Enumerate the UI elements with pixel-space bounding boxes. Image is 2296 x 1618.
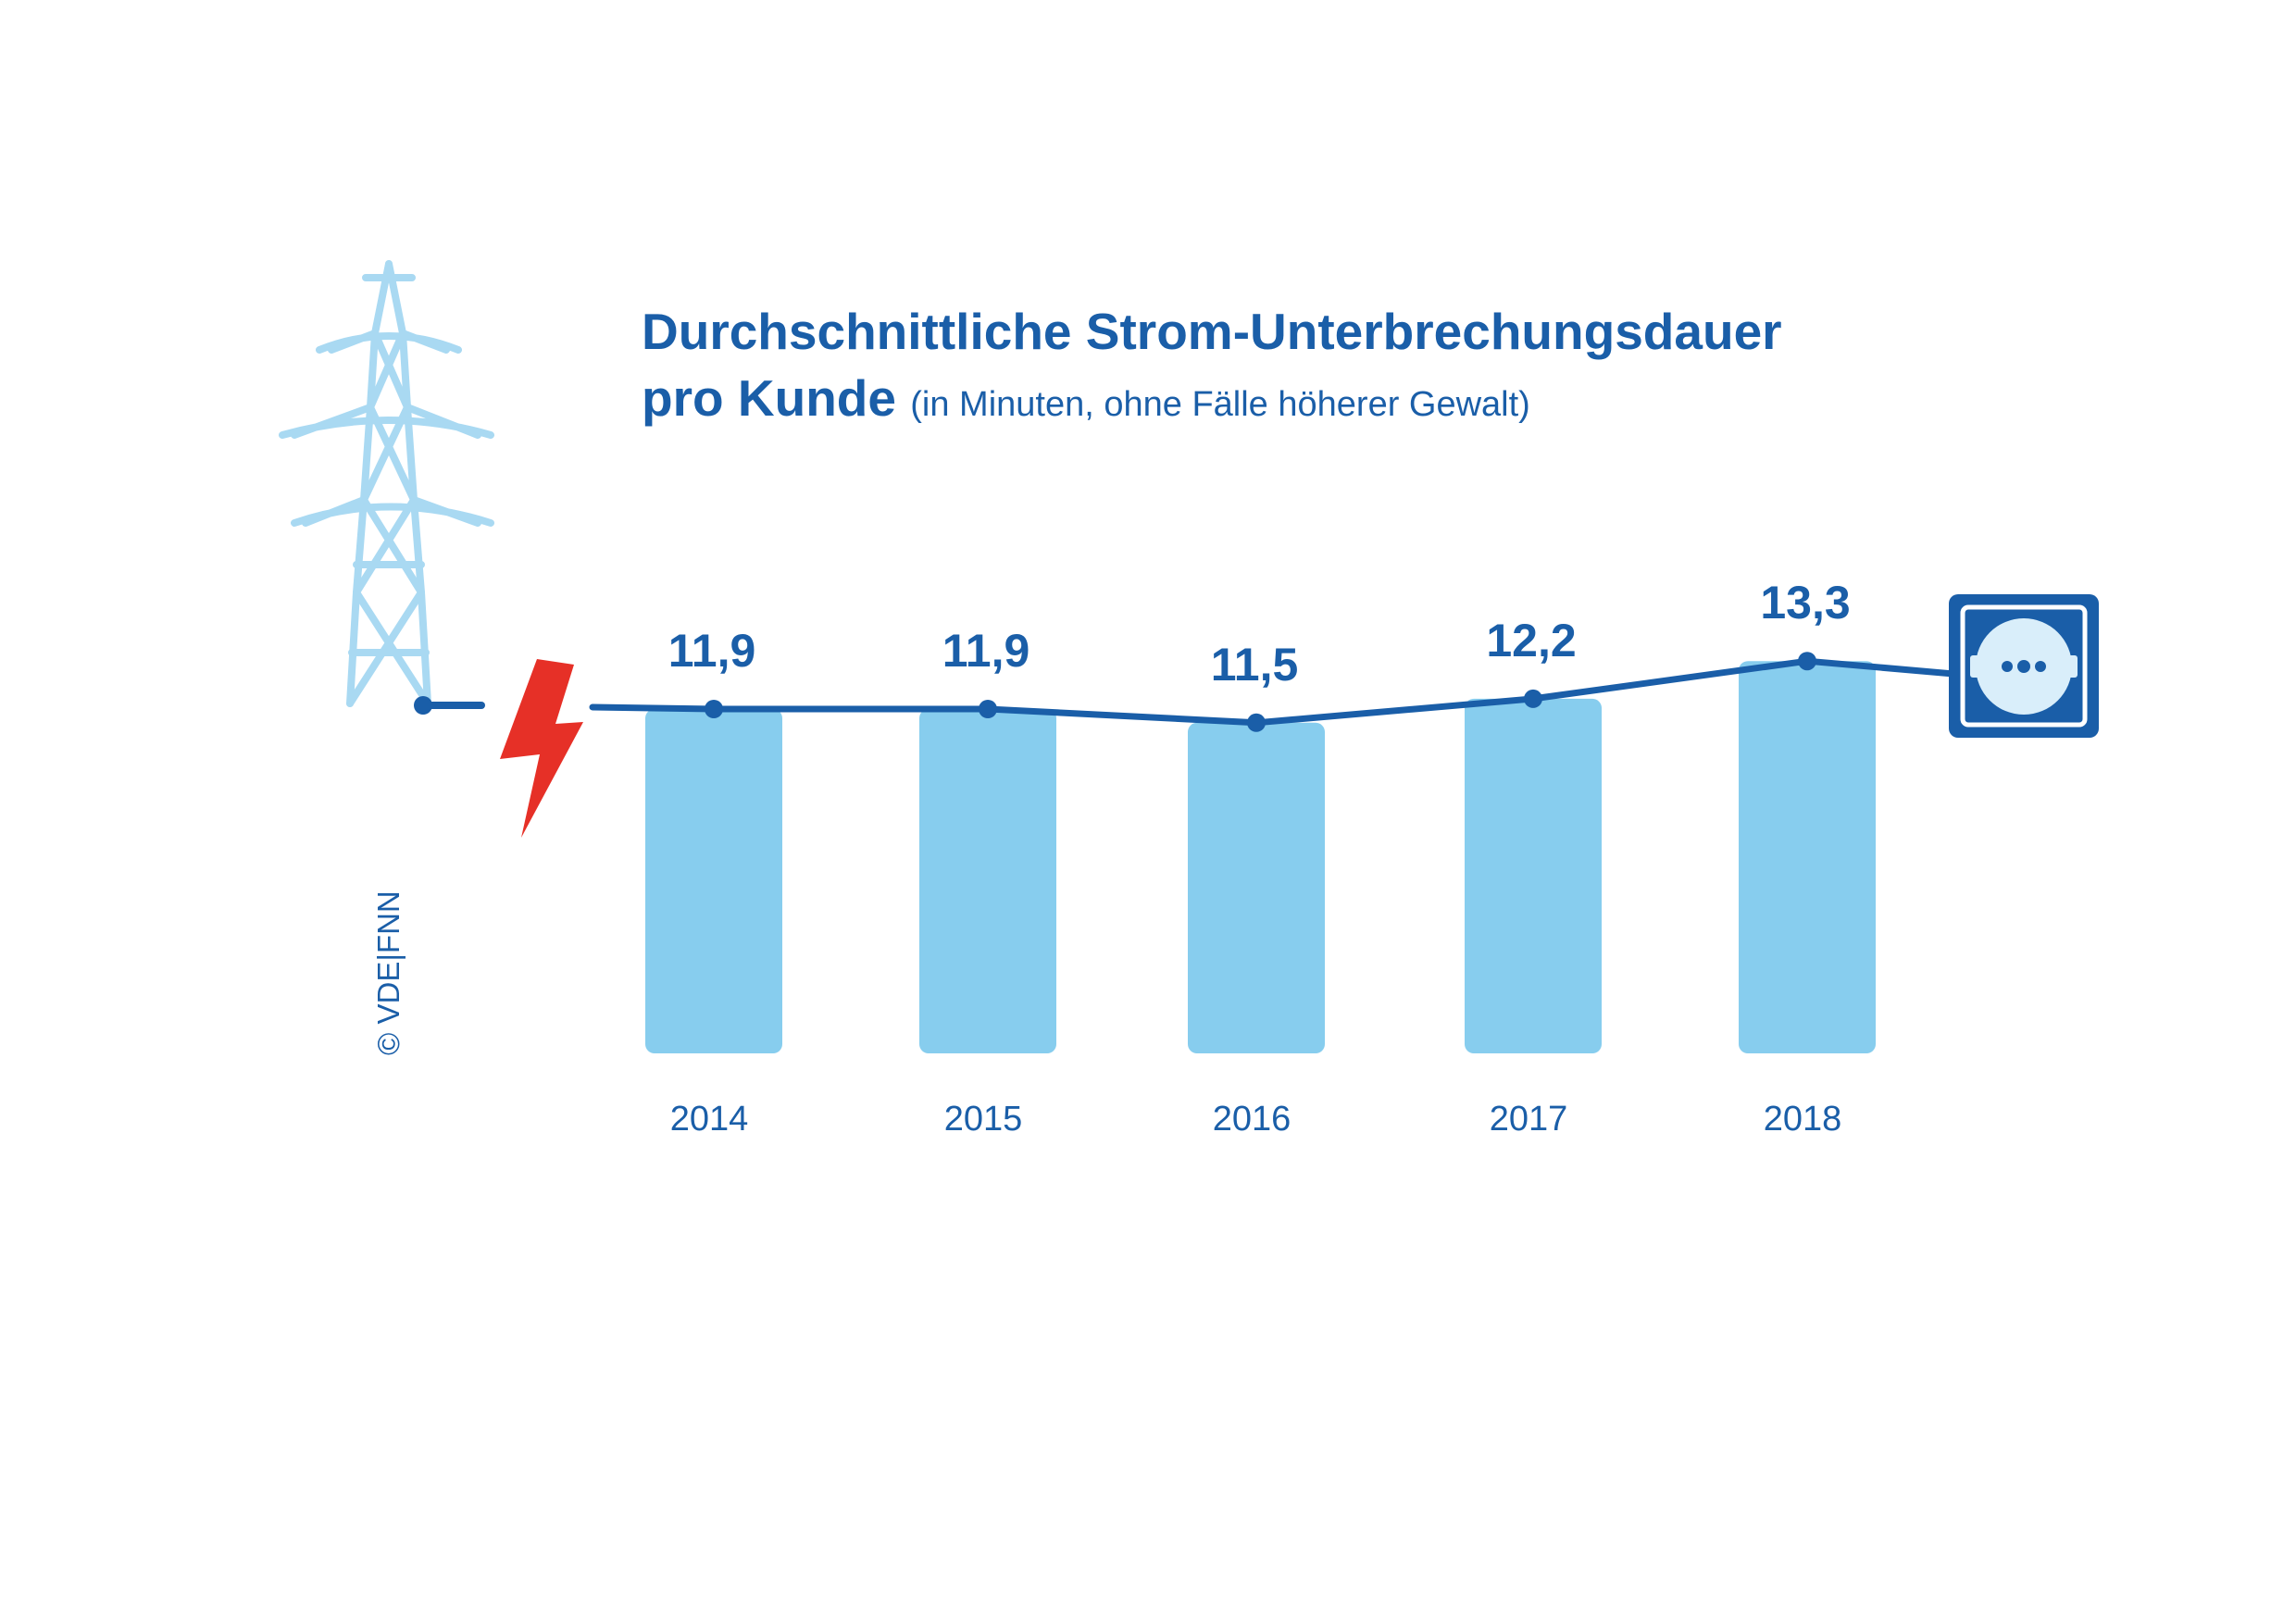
title-line-1: Durchschnittliche Strom-Unterbrechungsda… <box>642 303 1782 360</box>
category-label-2015: 2015 <box>944 1100 1023 1139</box>
category-labels-group: 2014 2015 2016 2017 2018 <box>670 1100 1842 1139</box>
value-label-2014: 11,9 <box>668 625 756 677</box>
bar-2018 <box>1739 661 1876 1053</box>
point-2014 <box>705 700 723 718</box>
value-labels-group: 11,9 11,9 11,5 12,2 13,3 <box>668 577 1851 691</box>
title-subtitle: (in Minuten, ohne Fälle höherer Gewalt) <box>910 385 1530 424</box>
chart-title: Durchschnittliche Strom-Unterbrechungsda… <box>642 298 1782 438</box>
bar-2014 <box>645 709 782 1053</box>
bar-2016 <box>1188 722 1325 1053</box>
lightning-bolt-icon <box>500 659 583 838</box>
power-pylon-icon <box>279 260 494 707</box>
value-label-2018: 13,3 <box>1760 577 1850 629</box>
bar-2015 <box>919 709 1056 1053</box>
category-label-2017: 2017 <box>1490 1100 1568 1139</box>
power-socket-icon <box>1949 594 2099 738</box>
value-label-2017: 12,2 <box>1486 615 1576 666</box>
title-line-2-main: pro Kunde <box>642 369 896 427</box>
pylon-wire <box>414 696 485 715</box>
points-group <box>705 652 1816 732</box>
bar-2017 <box>1465 698 1602 1053</box>
point-2018 <box>1798 652 1816 671</box>
point-2016 <box>1247 713 1266 732</box>
category-label-2016: 2016 <box>1213 1100 1292 1139</box>
point-2015 <box>979 700 997 718</box>
point-2017 <box>1524 689 1542 708</box>
category-label-2014: 2014 <box>670 1100 749 1139</box>
value-label-2015: 11,9 <box>942 625 1030 677</box>
title-line-2: pro Kunde (in Minuten, ohne Fälle höhere… <box>642 365 1782 438</box>
category-label-2018: 2018 <box>1764 1100 1842 1139</box>
bars-group <box>645 661 1876 1053</box>
value-label-2016: 11,5 <box>1211 639 1299 691</box>
